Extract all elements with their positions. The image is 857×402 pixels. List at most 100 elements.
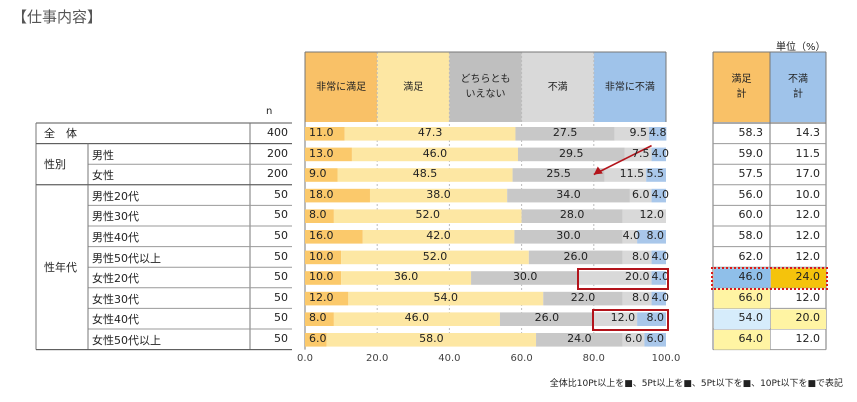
bar-label-1: 54.0 <box>433 290 459 304</box>
series-header-1: 満足 <box>403 81 424 93</box>
bar-label-3: 4.0 <box>622 229 641 242</box>
n-value: 50 <box>274 249 288 263</box>
sum-dissatisfied: 24.0 <box>795 270 821 284</box>
bar-segment-1 <box>369 188 508 203</box>
bar-segment-1 <box>333 209 522 223</box>
sum-satisfied: 58.0 <box>738 229 764 242</box>
sum-satisfied: 59.0 <box>738 146 764 160</box>
sum-dissatisfied: 12.0 <box>795 208 821 222</box>
row-label: 女性50代以上 <box>92 334 161 347</box>
bar-segment-2 <box>528 250 623 265</box>
bar-segment-3 <box>622 209 666 223</box>
bar-segment-2 <box>515 127 615 141</box>
bar-label-2: 24.0 <box>567 332 592 345</box>
bar-label-2: 30.0 <box>556 229 581 242</box>
sum-header-0: 満足 計 <box>731 74 752 100</box>
bar-segment-4 <box>644 333 666 347</box>
bar-label-3: 12.0 <box>639 208 664 222</box>
n-value: 200 <box>267 146 288 160</box>
bar-segment-4 <box>646 168 666 182</box>
bar-segment-2 <box>543 291 623 306</box>
series-header-4: 非常に不満 <box>604 81 655 93</box>
bar-segment-1 <box>341 271 472 285</box>
sum-highlight <box>771 309 826 329</box>
bar-label-3: 12.0 <box>610 311 636 325</box>
bar-label-0: 6.0 <box>309 332 327 345</box>
bar-label-3: 6.0 <box>624 332 643 345</box>
arrow-head <box>593 166 603 175</box>
bar-segment-1 <box>337 168 513 182</box>
bar-label-2: 22.0 <box>570 290 596 304</box>
sum-highlight <box>714 288 770 309</box>
bar-label-0: 10.0 <box>309 249 334 263</box>
bar-label-2: 25.5 <box>546 167 571 181</box>
header-cell <box>449 52 522 122</box>
bar-label-3: 7.5 <box>632 146 650 160</box>
bar-segment-3 <box>624 147 652 162</box>
bar-label-4: 4.0 <box>651 270 670 284</box>
bar-label-2: 26.0 <box>534 311 560 325</box>
bar-segment-0 <box>305 230 363 244</box>
row-label: 男性50代以上 <box>92 251 161 265</box>
x-tick-label: 20.0 <box>366 353 389 364</box>
sum-satisfied: 54.0 <box>738 311 764 325</box>
series-header-3: 不満 <box>547 81 568 93</box>
sum-dissatisfied: 14.3 <box>795 126 821 139</box>
bar-segment-0 <box>305 168 338 182</box>
bar-segment-4 <box>651 291 666 306</box>
bar-segment-4 <box>637 312 666 326</box>
bar-segment-4 <box>651 188 666 203</box>
sum-dissatisfied: 12.0 <box>795 290 821 304</box>
n-value: 50 <box>274 290 288 304</box>
sum-satisfied: 62.0 <box>738 249 764 263</box>
arrow-annotation <box>593 144 652 176</box>
n-value: 50 <box>274 332 288 345</box>
bar-label-2: 27.5 <box>552 126 578 139</box>
bar-label-0: 8.0 <box>309 208 327 222</box>
sum-highlight <box>714 330 770 350</box>
row-label: 女性 <box>92 169 114 183</box>
bar-label-4: 4.0 <box>651 249 670 263</box>
bar-label-3: 20.0 <box>625 270 650 284</box>
bar-segment-0 <box>305 127 345 141</box>
bar-label-0: 13.0 <box>309 146 334 160</box>
bar-label-4: 4.0 <box>651 146 670 160</box>
bar-label-3: 9.5 <box>629 126 648 139</box>
series-header-0: 非常に満足 <box>316 81 367 93</box>
bar-label-3: 8.0 <box>632 290 650 304</box>
unit-label: 単位（%） <box>776 42 826 53</box>
bar-segment-0 <box>305 147 352 162</box>
bar-label-1: 38.0 <box>426 187 451 201</box>
sum-highlight <box>714 309 770 329</box>
bar-label-2: 26.0 <box>563 249 588 263</box>
sum-satisfied: 60.0 <box>738 208 764 222</box>
bar-label-4: 8.0 <box>646 311 664 325</box>
row-label: 男性40代 <box>92 231 139 244</box>
bar-label-4: 8.0 <box>646 229 664 242</box>
bar-label-1: 52.0 <box>415 208 440 222</box>
bar-label-1: 48.5 <box>412 167 438 181</box>
sum-highlight <box>771 268 826 288</box>
bar-segment-3 <box>579 271 652 285</box>
header-cell <box>305 52 378 122</box>
bar-segment-0 <box>305 333 327 347</box>
bar-label-0: 9.0 <box>309 167 327 181</box>
sum-dissatisfied: 20.0 <box>795 311 821 325</box>
bar-segment-2 <box>521 209 623 223</box>
n-value: 400 <box>267 126 288 139</box>
sum-header-cell <box>770 52 826 122</box>
sum-highlight <box>714 268 770 288</box>
chart-title: 【仕事内容】 <box>12 8 103 26</box>
bar-label-1: 42.0 <box>426 229 451 242</box>
bar-segment-0 <box>305 291 349 306</box>
bar-segment-2 <box>507 188 630 203</box>
bar-label-3: 6.0 <box>632 187 650 201</box>
bar-label-4: 5.5 <box>646 167 664 181</box>
sum-dissatisfied: 12.0 <box>795 229 821 242</box>
x-tick-label: 80.0 <box>582 353 605 364</box>
group-label: 全 体 <box>44 127 77 141</box>
bar-segment-3 <box>604 168 647 182</box>
bar-segment-0 <box>305 188 370 203</box>
bar-label-4: 6.0 <box>646 332 664 345</box>
